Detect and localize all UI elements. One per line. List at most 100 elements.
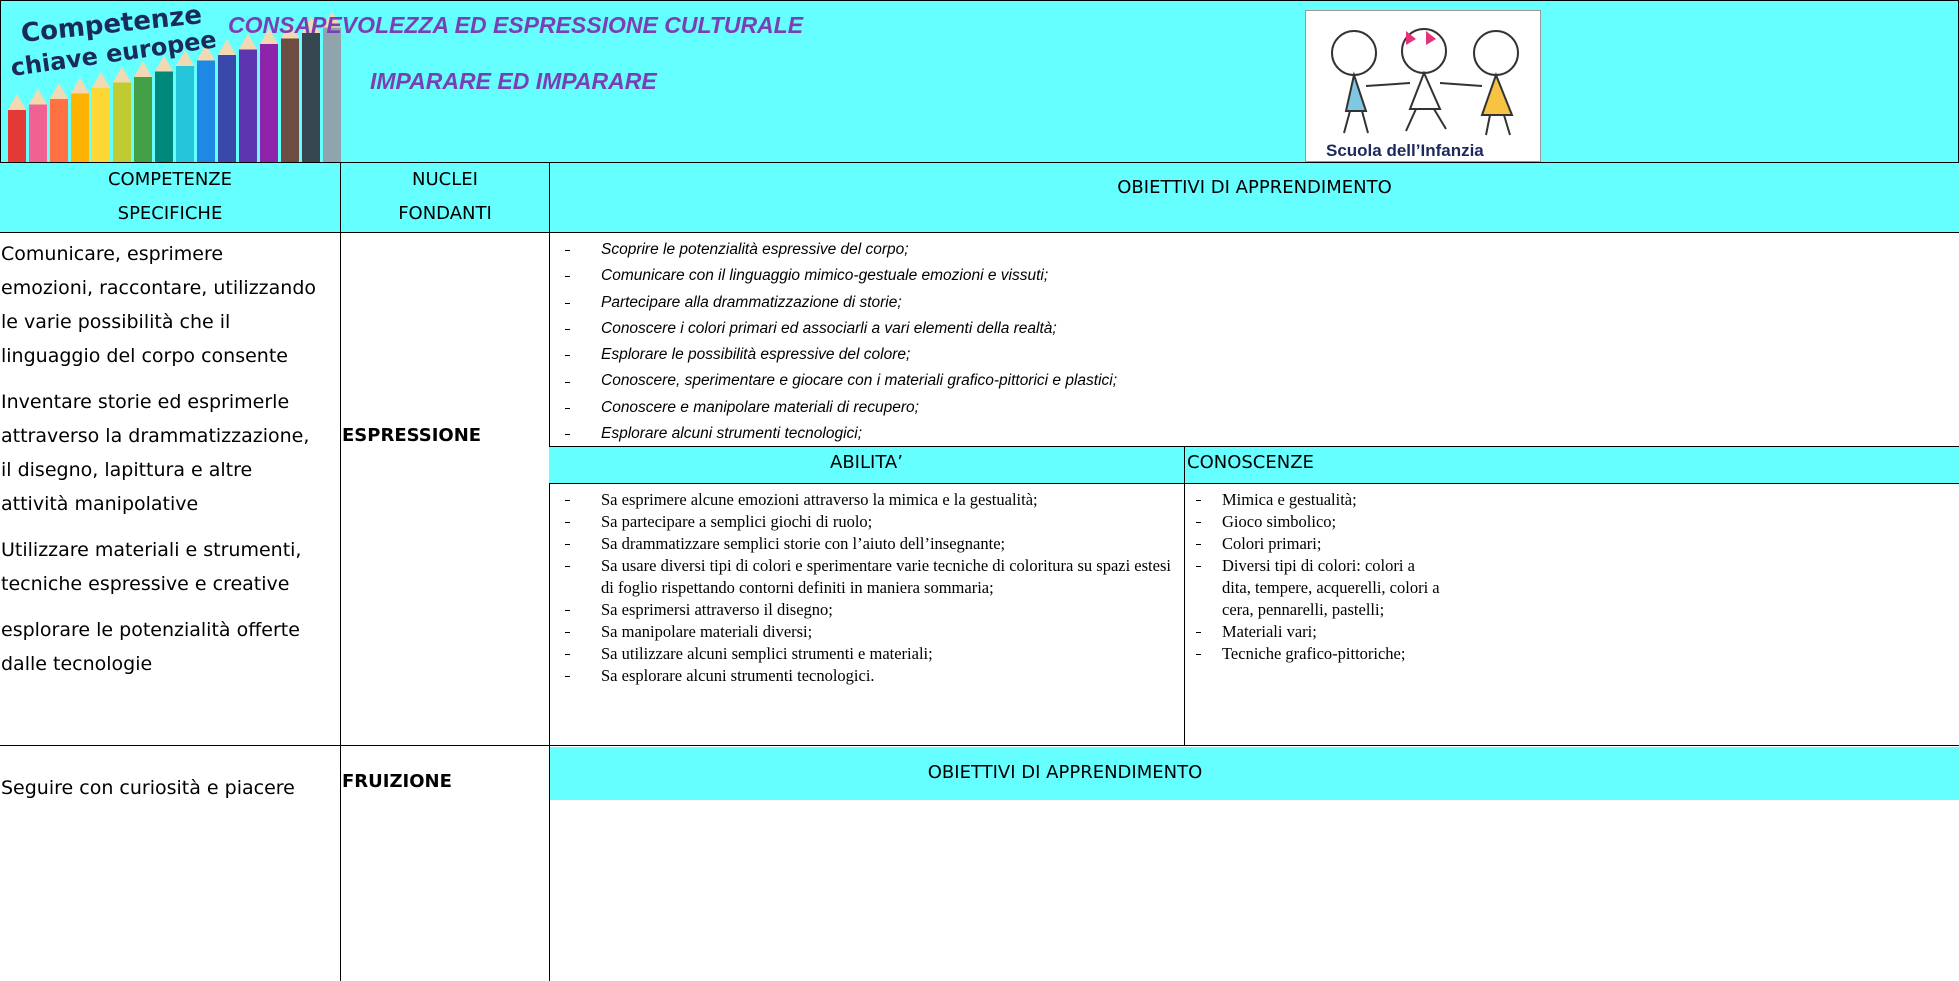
bullet-dash [565, 566, 570, 567]
header-line: COMPETENZE [107, 169, 233, 190]
bullet-dash [1196, 654, 1201, 655]
logo-caption: Scuola dell’Infanzia [1326, 141, 1484, 160]
abilita-text: Sa esprimere alcune emozioni attraverso … [601, 490, 1038, 509]
header-line: SPECIFICHE [117, 203, 223, 224]
nucleo: ESPRESSIONE [342, 425, 482, 446]
header-competenze: COMPETENZE SPECIFICHE [0, 163, 340, 231]
obiettivi-header-text: OBIETTIVI DI APPRENDIMENTO [927, 762, 1203, 783]
bullet-dash [565, 654, 570, 655]
kids-drawing [1331, 28, 1519, 136]
kids-logo: Scuola dell’Infanzia [1305, 10, 1541, 162]
table-header-row [0, 162, 1959, 233]
competenze-cell: Seguire con curiosità e piacere [0, 771, 330, 817]
obiettivo: Esplorare le possibilità espressive del … [551, 342, 1951, 368]
bullet-dash [565, 434, 570, 436]
conoscenza: Tecniche grafico-pittoriche; [1186, 643, 1444, 665]
conoscenza-text: Mimica e gestualità; [1222, 490, 1357, 509]
abilita: Sa manipolare materiali diversi; [551, 621, 1171, 643]
pencil [71, 93, 89, 162]
pencil-tip [197, 44, 215, 61]
bullet-dash [1196, 566, 1201, 567]
abilita-text: Sa manipolare materiali diversi; [601, 622, 813, 641]
bullet-dash [1196, 522, 1201, 523]
obiettivo-text: Comunicare con il linguaggio mimico-gest… [601, 267, 1049, 285]
pencil-tip [323, 11, 341, 28]
conoscenza-text: Colori primari; [1222, 534, 1322, 553]
row-line [0, 745, 1959, 746]
obiettivo-text: Esplorare le possibilità espressive del … [601, 346, 911, 364]
pencil-tip [239, 33, 257, 50]
pencil-tip [29, 88, 47, 105]
bullet-dash [565, 329, 570, 331]
conoscenza-text: Tecniche grafico-pittoriche; [1222, 644, 1406, 663]
abilita: Sa drammatizzare semplici storie con l’a… [551, 533, 1171, 555]
pencil-tip [71, 77, 89, 94]
pencil-tip [134, 61, 152, 77]
nucleo: FRUIZIONE [342, 771, 452, 792]
obiettivo: Comunicare con il linguaggio mimico-gest… [551, 263, 1951, 289]
bullet-dash [565, 250, 570, 252]
pencil [155, 71, 173, 162]
header-obiettivi: OBIETTIVI DI APPRENDIMENTO [549, 163, 1959, 233]
pencil-tip [50, 83, 68, 99]
col-line [549, 233, 550, 981]
abilita: Sa utilizzare alcuni semplici strumenti … [551, 643, 1171, 665]
pencil-tip [218, 39, 236, 55]
bullet-dash [565, 610, 570, 611]
competenze-cell: Comunicare, esprimere emozioni, racconta… [0, 237, 320, 693]
header-line: NUCLEI [412, 169, 478, 190]
abilita-text: Sa esprimersi attraverso il disegno; [601, 600, 833, 619]
abilita: Sa esplorare alcuni strumenti tecnologic… [551, 665, 1171, 687]
obiettivi-header-2 [550, 747, 1959, 800]
abilita-text: Sa esplorare alcuni strumenti tecnologic… [601, 666, 875, 685]
conoscenza-text: Gioco simbolico; [1222, 512, 1337, 531]
competenza: Seguire con curiosità e piacere [1, 777, 295, 799]
competenza: Comunicare, esprimere emozioni, racconta… [1, 243, 317, 367]
conoscenza-text: Materiali vari; [1222, 622, 1317, 641]
abilita-text: Sa drammatizzare semplici storie con l’a… [601, 534, 1006, 553]
pencil-tip [281, 22, 299, 39]
obiettivo: Conoscere e manipolare materiali di recu… [551, 395, 1951, 421]
bullet-dash [565, 276, 570, 278]
obiettivo-text: Esplorare alcuni strumenti tecnologici; [601, 425, 863, 443]
abilita: Sa usare diversi tipi di colori e sperim… [551, 555, 1171, 599]
pencil [134, 77, 152, 162]
obiettivi-list: Scoprire le potenzialità espressive del … [551, 237, 1951, 447]
conoscenza: Colori primari; [1186, 533, 1444, 555]
bullet-dash [1196, 632, 1201, 633]
conoscenze-header: CONOSCENZE [1187, 452, 1314, 473]
obiettivo-text: Conoscere, sperimentare e giocare con i … [601, 372, 1118, 390]
pencil-tip [155, 55, 173, 72]
conoscenza: Mimica e gestualità; [1186, 489, 1444, 511]
pencil-tip [302, 17, 320, 33]
pencil [50, 99, 68, 162]
abilita-text: Sa utilizzare alcuni semplici strumenti … [601, 644, 933, 663]
bullet-dash [565, 302, 570, 304]
bullet-dash [565, 407, 570, 409]
obiettivo-text: Partecipare alla drammatizzazione di sto… [601, 293, 902, 311]
pencil-tip [8, 94, 26, 110]
abilita-text: Sa partecipare a semplici giochi di ruol… [601, 512, 873, 531]
pencil [8, 110, 26, 162]
pencil [29, 104, 47, 162]
pencil [218, 55, 236, 162]
pencil [281, 38, 299, 162]
conoscenza: Materiali vari; [1186, 621, 1444, 643]
obiettivo-text: Conoscere i colori primari ed associarli… [601, 319, 1057, 337]
conoscenza: Gioco simbolico; [1186, 511, 1444, 533]
subtitle: IMPARARE ED IMPARARE [370, 68, 657, 94]
competenza: Inventare storie ed esprimerle attravers… [1, 391, 310, 515]
conoscenza: Diversi tipi di colori: colori a dita, t… [1186, 555, 1444, 621]
bullet-dash [1196, 544, 1201, 545]
competenza: Utilizzare materiali e strumenti, tecnic… [1, 539, 302, 595]
pencil-tip [176, 50, 194, 66]
pencil [323, 27, 341, 162]
pencil [176, 66, 194, 162]
competenza: esplorare le potenzialità offerte dalle … [1, 619, 300, 675]
obiettivo: Partecipare alla drammatizzazione di sto… [551, 290, 1951, 316]
abilita-header: ABILITA’ [830, 452, 903, 473]
header-line: FONDANTI [398, 203, 492, 224]
abilita: Sa esprimersi attraverso il disegno; [551, 599, 1171, 621]
